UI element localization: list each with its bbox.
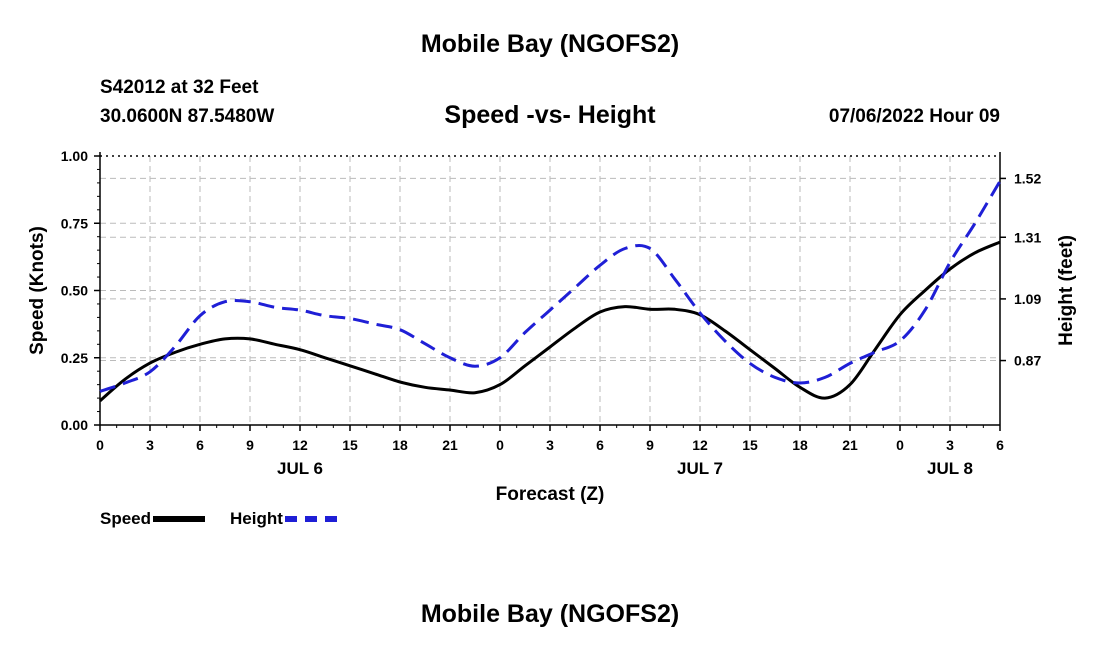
y-tick-label: 1.00 (61, 148, 88, 164)
series-line-height (99, 180, 1002, 393)
legend-speed: Speed (100, 509, 206, 529)
x-tick-label: 3 (546, 437, 554, 453)
legend-speed-label: Speed (100, 509, 152, 528)
x-tick-label: 9 (646, 437, 654, 453)
x-tick-label: 6 (596, 437, 604, 453)
x-tick-label: 6 (996, 437, 1004, 453)
date-label: JUL 8 (927, 459, 973, 478)
station-label: S42012 at 32 Feet (100, 77, 259, 98)
x-tick-label: 18 (392, 437, 408, 453)
x-tick-label: 3 (146, 437, 154, 453)
chart-title: Speed -vs- Height (444, 101, 656, 129)
x-tick-label: 6 (196, 437, 204, 453)
y-tick-label: 0.25 (61, 350, 88, 366)
y-tick-label: 0.75 (61, 215, 88, 231)
y2-axis-label: Height (feet) (1056, 235, 1077, 346)
series-line-speed (99, 240, 1001, 402)
y-tick-label: 0.50 (61, 283, 88, 299)
y-axis-label: Speed (Knots) (27, 226, 48, 355)
run-time-label: 07/06/2022 Hour 09 (828, 106, 1000, 127)
x-tick-label: 15 (742, 437, 758, 453)
x-tick-label: 18 (792, 437, 808, 453)
x-tick-label: 0 (896, 437, 904, 453)
legend-height-label: Height (230, 509, 283, 528)
y2-tick-label: 1.31 (1014, 229, 1041, 245)
x-axis-label: Forecast (Z) (496, 484, 605, 505)
x-tick-label: 21 (842, 437, 858, 453)
station-coords: 30.0600N 87.5480W (100, 106, 275, 127)
date-label: JUL 7 (677, 459, 723, 478)
legend-height-swatch (284, 516, 337, 522)
footer-title: Mobile Bay (NGOFS2) (420, 600, 680, 628)
date-label: JUL 6 (277, 459, 323, 478)
x-tick-label: 15 (342, 437, 358, 453)
y2-tick-label: 1.09 (1014, 291, 1041, 307)
page-title: Mobile Bay (NGOFS2) (420, 30, 680, 58)
legend-speed-swatch (153, 516, 206, 522)
legend-height: Height (230, 509, 337, 529)
x-tick-label: 0 (496, 437, 504, 453)
y-tick-label: 0.00 (61, 417, 88, 433)
x-tick-label: 3 (946, 437, 954, 453)
x-tick-label: 21 (442, 437, 458, 453)
x-tick-label: 9 (246, 437, 254, 453)
x-tick-label: 0 (96, 437, 104, 453)
x-tick-label: 12 (692, 437, 708, 453)
x-tick-label: 12 (292, 437, 308, 453)
y2-tick-label: 1.52 (1014, 170, 1041, 186)
y2-tick-label: 0.87 (1014, 353, 1041, 369)
